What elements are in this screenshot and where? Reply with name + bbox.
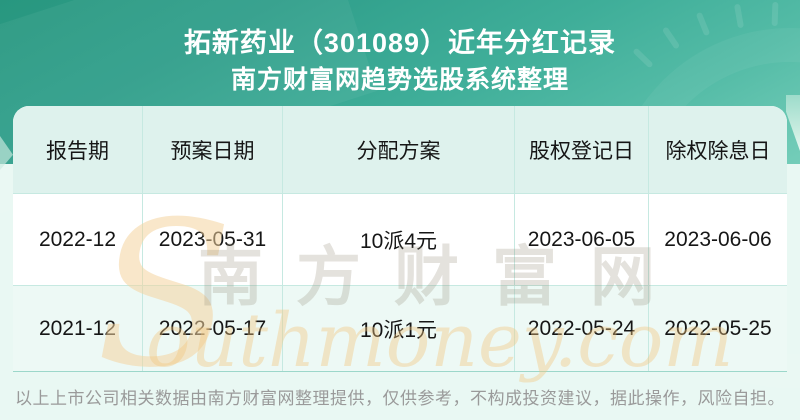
table-cell: 2021-12 [13,286,143,371]
banner-titles: 拓新药业（301089）近年分红记录 南方财富网趋势选股系统整理 [0,26,800,97]
table-header-row: 报告期 预案日期 分配方案 股权登记日 除权除息日 [13,106,787,194]
column-header-report-period: 报告期 [13,106,143,194]
column-header-ex-dividend-date: 除权除息日 [649,106,787,194]
table-cell: 10派1元 [283,286,515,371]
table-cell: 2023-06-05 [515,194,649,286]
table-cell: 2022-05-25 [664,316,772,340]
gauge-tick-icon [733,3,745,29]
column-header-distribution-plan: 分配方案 [283,106,515,194]
column-header-record-date: 股权登记日 [515,106,649,194]
page-subtitle: 南方财富网趋势选股系统整理 [230,66,569,94]
dividend-table: 报告期 预案日期 分配方案 股权登记日 除权除息日 2022-12 2023-0… [13,106,787,372]
footer: 以上上市公司相关数据由南方财富网整理提供，仅供参考，不构成投资建议，据此操作，风… [0,372,800,420]
page-title: 拓新药业（301089）近年分红记录 [183,28,617,58]
table-row: 2021-12 2022-05-17 10派1元 2022-05-24 2022… [13,286,787,371]
gauge-tick-icon [771,1,779,27]
table-cell: 2022-05-17 [143,286,283,371]
table-cell: 2022-05-24 [515,286,649,371]
table-cell: 2022-12 [13,194,143,286]
table-cell: 10派4元 [283,194,515,286]
table-cell: 2023-05-31 [143,194,283,286]
table-row: 2022-12 2023-05-31 10派4元 2023-06-05 2023… [13,194,787,286]
column-header-plan-date: 预案日期 [143,106,283,194]
table-cell: 2023-06-06 [649,194,787,286]
disclaimer-text: 以上上市公司相关数据由南方财富网整理提供，仅供参考，不构成投资建议，据此操作，风… [15,388,785,408]
